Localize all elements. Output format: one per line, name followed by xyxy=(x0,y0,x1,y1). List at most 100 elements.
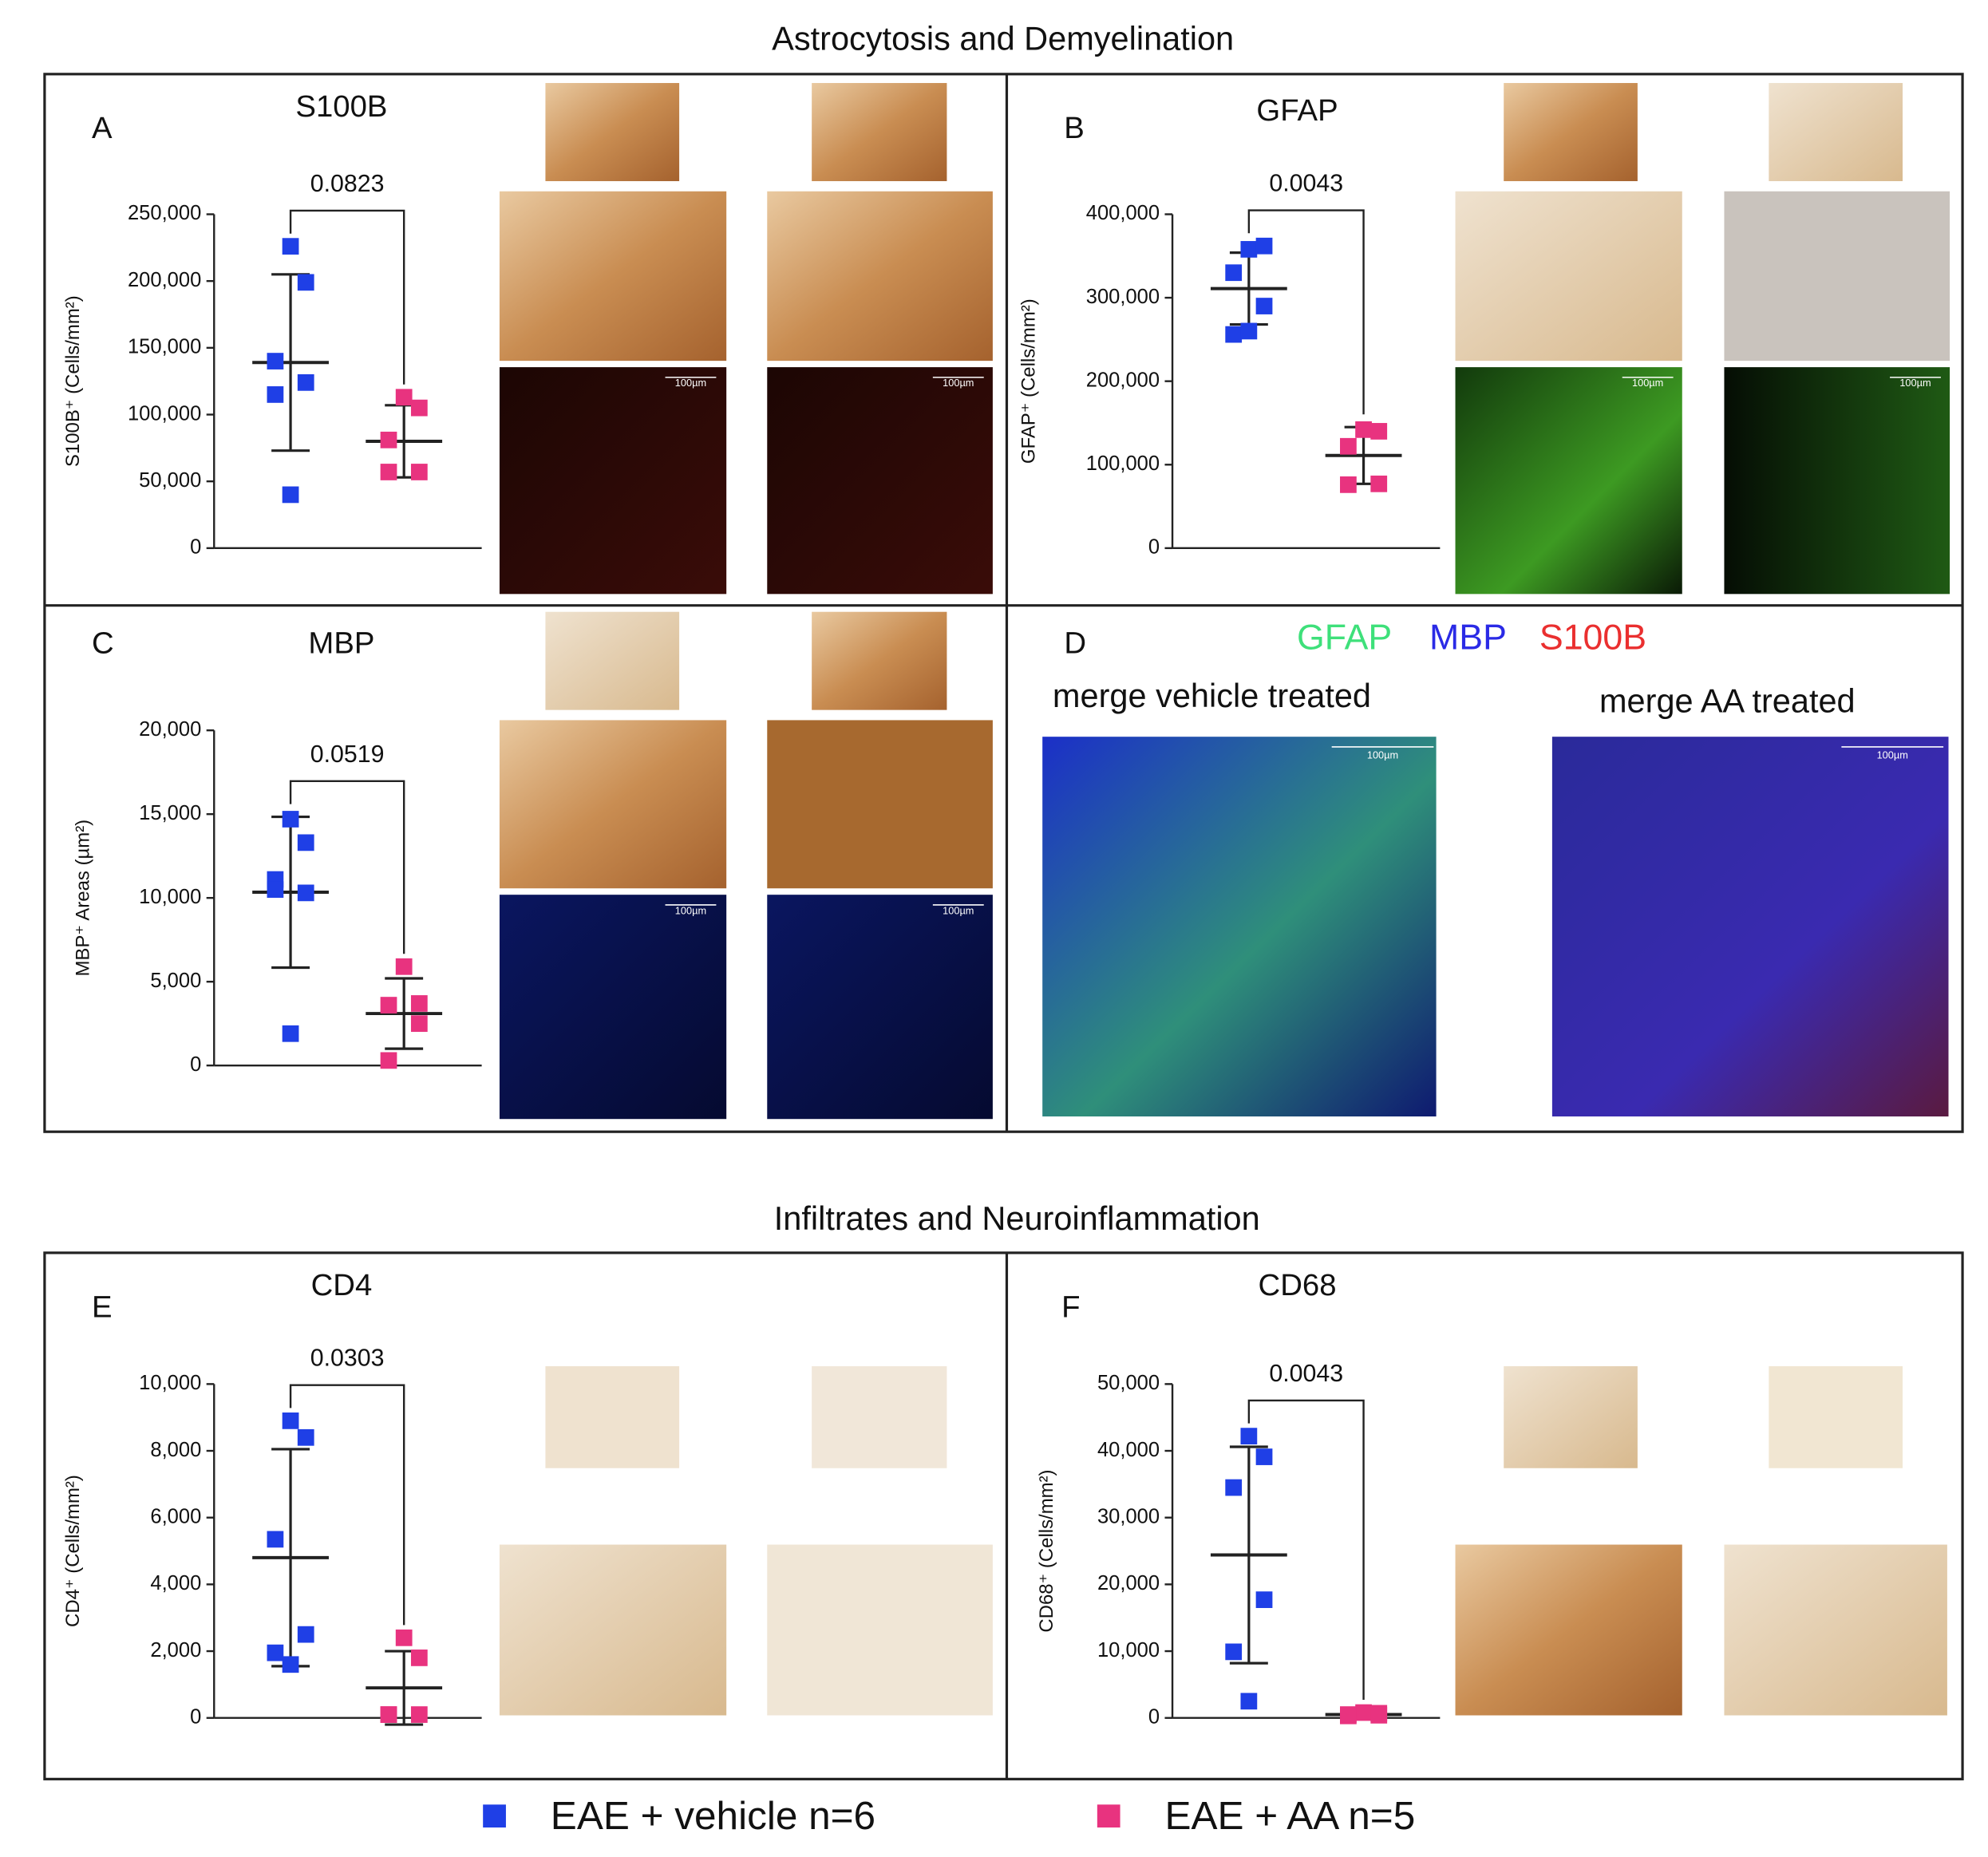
data-point xyxy=(410,1650,428,1666)
data-point xyxy=(380,997,397,1013)
y-tick-label: 8,000 xyxy=(150,1439,201,1461)
data-point xyxy=(297,274,314,291)
y-tick-label: 400,000 xyxy=(1086,202,1160,224)
significance-bracket xyxy=(1247,1399,1365,1701)
y-tick-label: 300,000 xyxy=(1086,286,1160,308)
p-value: 0.0043 xyxy=(1269,1361,1343,1387)
y-tick-label: 30,000 xyxy=(1097,1505,1160,1527)
y-tick-label: 50,000 xyxy=(1097,1372,1160,1394)
scale-label: 100µm xyxy=(675,377,706,389)
data-point xyxy=(380,431,397,448)
scale-label: 100µm xyxy=(943,377,974,389)
legend-swatch xyxy=(1097,1804,1120,1828)
chart-title: CD4 xyxy=(311,1268,373,1302)
data-point xyxy=(1355,421,1372,438)
data-point xyxy=(267,386,284,403)
data-point xyxy=(267,1644,284,1661)
data-point xyxy=(282,811,299,828)
y-tick-label: 2,000 xyxy=(150,1639,201,1661)
scale-label: 100µm xyxy=(1877,749,1908,761)
data-point xyxy=(297,884,314,902)
panel-letter: A xyxy=(92,111,113,145)
data-point xyxy=(267,353,284,369)
y-tick-label: 15,000 xyxy=(139,802,201,824)
image-caption: merge AA treated xyxy=(1599,682,1856,720)
y-tick-label: 200,000 xyxy=(128,269,201,291)
data-point xyxy=(1255,237,1273,255)
significance-bracket xyxy=(1247,209,1365,415)
y-tick-label: 200,000 xyxy=(1086,369,1160,391)
channel-label: S100B xyxy=(1539,618,1646,658)
data-point xyxy=(1225,326,1243,343)
y-tick-label: 0 xyxy=(190,536,201,559)
channel-label: GFAP xyxy=(1297,618,1392,658)
data-point xyxy=(282,1412,299,1429)
scale-label: 100µm xyxy=(1367,749,1398,761)
p-value: 0.0823 xyxy=(310,171,385,197)
data-point xyxy=(380,1052,397,1069)
chart-title: CD68 xyxy=(1259,1268,1337,1302)
significance-bracket xyxy=(289,780,405,954)
legend-swatch xyxy=(483,1804,506,1828)
data-point xyxy=(410,1015,428,1033)
data-point xyxy=(282,1656,299,1673)
data-point xyxy=(282,238,299,255)
data-point xyxy=(1370,1706,1388,1724)
image-caption: merge vehicle treated xyxy=(1053,677,1371,714)
data-point xyxy=(395,1629,413,1646)
data-point xyxy=(297,373,314,391)
panel-letter: C xyxy=(92,626,114,660)
data-point xyxy=(1240,1428,1258,1444)
chart-title: MBP xyxy=(308,626,374,660)
data-point xyxy=(1240,241,1258,258)
section-heading: Astrocytosis and Demyelination xyxy=(772,19,1234,57)
y-tick-label: 0 xyxy=(1148,1705,1160,1728)
panel-letter: F xyxy=(1061,1290,1080,1324)
data-point xyxy=(1240,1693,1258,1710)
chart-title: S100B xyxy=(295,89,387,124)
y-axis-label: S100B⁺ (Cells/mm²) xyxy=(62,295,84,467)
panel-frame xyxy=(43,1251,1964,1780)
scale-label: 100µm xyxy=(943,904,974,916)
y-tick-label: 10,000 xyxy=(1097,1639,1160,1661)
scale-label: 100µm xyxy=(1632,377,1663,389)
y-tick-label: 100,000 xyxy=(128,402,201,425)
data-point xyxy=(410,464,428,480)
scale-label: 100µm xyxy=(1899,377,1931,389)
data-point xyxy=(282,486,299,504)
data-point xyxy=(1370,475,1388,492)
y-tick-label: 10,000 xyxy=(139,886,201,908)
data-point xyxy=(1225,1643,1243,1661)
data-point xyxy=(1255,1448,1273,1465)
data-point xyxy=(1225,1479,1243,1496)
micrographs xyxy=(499,83,1950,1716)
y-tick-label: 0 xyxy=(190,1053,201,1076)
y-tick-label: 50,000 xyxy=(139,469,201,492)
panel-letter: D xyxy=(1064,626,1086,660)
y-tick-label: 0 xyxy=(190,1705,201,1728)
y-tick-label: 0 xyxy=(1148,536,1160,559)
data-point xyxy=(1355,1704,1372,1721)
y-axis-label: CD68⁺ (Cells/mm²) xyxy=(1036,1469,1057,1632)
panel-letter: E xyxy=(92,1290,113,1324)
y-tick-label: 10,000 xyxy=(139,1372,201,1394)
data-point xyxy=(410,995,428,1012)
data-point xyxy=(297,834,314,851)
data-point xyxy=(395,958,413,975)
y-axis-label: GFAP⁺ (Cells/mm²) xyxy=(1018,298,1040,464)
significance-bracket xyxy=(289,1384,405,1626)
p-value: 0.0303 xyxy=(310,1345,385,1372)
data-point xyxy=(1255,1591,1273,1608)
legend-label: EAE + vehicle n=6 xyxy=(551,1794,875,1838)
y-axis-label: CD4⁺ (Cells/mm²) xyxy=(62,1475,84,1627)
data-point xyxy=(1255,298,1273,314)
y-tick-label: 20,000 xyxy=(1097,1572,1160,1594)
y-tick-label: 4,000 xyxy=(150,1572,201,1594)
section-heading: Infiltrates and Neuroinflammation xyxy=(774,1199,1260,1237)
data-point xyxy=(410,1706,428,1723)
channel-label: MBP xyxy=(1429,618,1507,658)
y-tick-label: 150,000 xyxy=(128,336,201,358)
data-point xyxy=(297,1626,314,1643)
data-point xyxy=(1225,264,1243,282)
